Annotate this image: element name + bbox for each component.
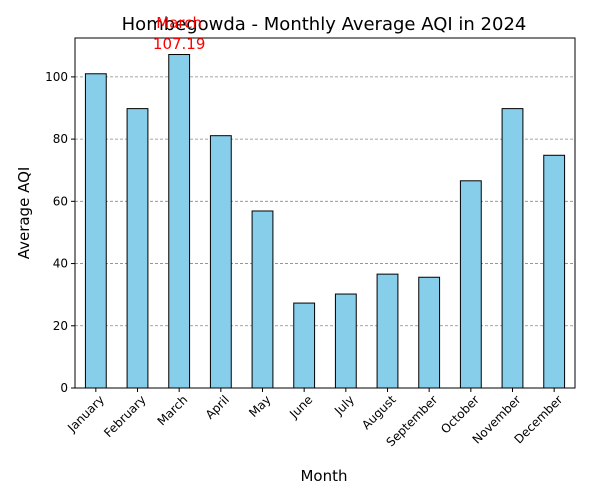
- bar-march: [168, 54, 191, 389]
- bar-april: [209, 135, 232, 389]
- bar-october: [459, 180, 482, 389]
- x-tick-label: July: [331, 393, 357, 419]
- bars: [84, 54, 566, 389]
- x-axis-label: Month: [300, 467, 347, 485]
- bar-june: [293, 302, 316, 389]
- x-tick-label: August: [359, 392, 399, 432]
- y-tick-label: 40: [53, 257, 68, 271]
- annotation-value: 107.19: [153, 35, 206, 53]
- bar-january: [84, 73, 107, 389]
- max-annotation: March 107.19: [153, 14, 206, 53]
- bar-november: [501, 108, 524, 389]
- gridlines: [75, 76, 575, 327]
- y-tick-label: 20: [53, 319, 68, 333]
- bar-september: [418, 276, 441, 389]
- x-tick-label: June: [286, 393, 315, 422]
- plot-frame: [74, 37, 576, 389]
- y-tick-label: 100: [45, 70, 68, 84]
- bar-august: [376, 273, 399, 389]
- y-tick-label: 0: [60, 381, 68, 395]
- bar-july: [334, 293, 357, 389]
- y-axis-label: Average AQI: [15, 167, 33, 260]
- y-axis-ticks: 0 20 40 60 80 100: [45, 70, 75, 395]
- bar-may: [251, 210, 274, 389]
- annotation-month: March: [156, 14, 202, 32]
- x-tick-label: February: [101, 393, 149, 441]
- x-tick-label: March: [155, 393, 191, 429]
- x-tick-label: May: [246, 393, 273, 420]
- chart-title: Hombegowda - Monthly Average AQI in 2024: [122, 14, 527, 35]
- y-tick-label: 60: [53, 194, 68, 208]
- bar-february: [126, 108, 149, 389]
- y-tick-label: 80: [53, 132, 68, 146]
- bar-december: [543, 154, 566, 389]
- x-tick-label: January: [64, 393, 107, 436]
- x-tick-label: April: [203, 393, 232, 422]
